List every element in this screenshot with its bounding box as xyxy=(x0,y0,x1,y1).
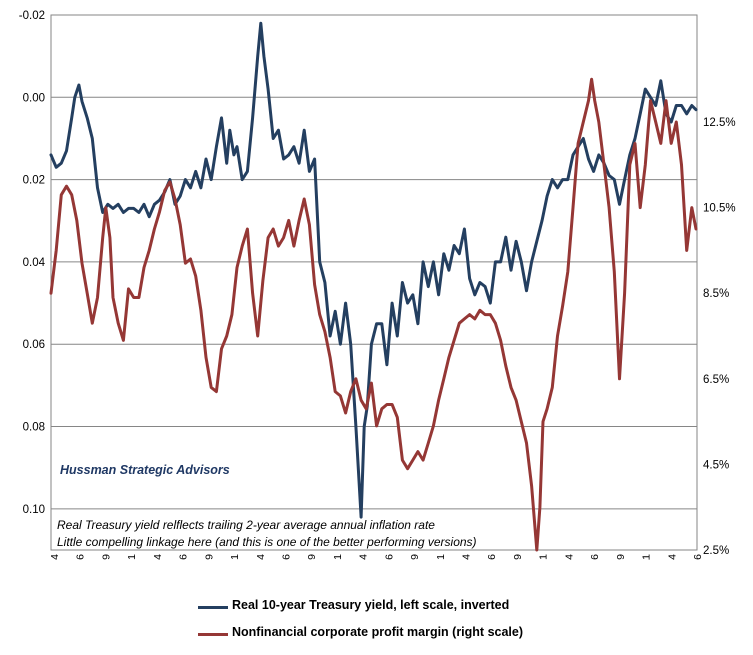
x-tick-label: 1996 xyxy=(486,554,498,560)
x-tick-label: 2009 xyxy=(615,554,627,560)
left-tick-label: -0.02 xyxy=(19,10,45,22)
series-line-profit-margin xyxy=(49,77,698,552)
x-tick-label: 1994 xyxy=(461,554,473,560)
x-tick-label: 1989 xyxy=(409,554,421,560)
left-tick-label: 0.10 xyxy=(23,504,45,516)
x-tick-label: 2014 xyxy=(666,554,678,560)
left-tick-label: 0.02 xyxy=(23,175,45,187)
right-tick-label: 2.5% xyxy=(703,545,729,557)
x-tick-label: 1991 xyxy=(435,554,447,560)
legend-item-yield: Real 10-year Treasury yield, left scale,… xyxy=(198,598,598,616)
x-tick-label: 1961 xyxy=(126,554,138,560)
right-tick-label: 8.5% xyxy=(703,288,729,300)
x-tick-label: 1954 xyxy=(49,554,61,560)
x-tick-label: 1971 xyxy=(229,554,241,560)
note-line-2: Little compelling linkage here (and this… xyxy=(57,535,477,549)
x-tick-label: 2006 xyxy=(589,554,601,560)
x-tick-label: 2004 xyxy=(563,554,575,560)
left-tick-label: 0.04 xyxy=(23,257,46,269)
x-tick-label: 1964 xyxy=(152,554,164,560)
right-tick-label: 10.5% xyxy=(703,203,736,215)
x-tick-label: 1959 xyxy=(100,554,112,560)
legend-item-margin: Nonfinancial corporate profit margin (ri… xyxy=(198,625,598,643)
note-line-1: Real Treasury yield relflects trailing 2… xyxy=(57,518,435,532)
x-axis-ticks: 1954 1956 1959 1961 1964 1966 1969 1971 1974 1976… xyxy=(49,554,704,560)
left-axis-ticks: -0.02 0.00 0.02 0.04 0.06 0.08 0.10 xyxy=(19,10,46,516)
plot-area xyxy=(50,14,698,551)
x-tick-label: 1969 xyxy=(203,554,215,560)
x-tick-label: 1979 xyxy=(306,554,318,560)
x-tick-label: 2011 xyxy=(641,554,653,560)
series-line-treasury-yield xyxy=(49,21,698,519)
legend-label-yield: Real 10-year Treasury yield, left scale,… xyxy=(232,598,510,612)
x-tick-label: 2001 xyxy=(538,554,550,560)
x-tick-label: 2016 xyxy=(692,554,704,560)
brand-label: Hussman Strategic Advisors xyxy=(60,463,230,477)
right-tick-label: 12.5% xyxy=(703,117,736,129)
x-tick-label: 1956 xyxy=(75,554,87,560)
x-tick-label: 1966 xyxy=(178,554,190,560)
legend-swatch-margin xyxy=(198,633,228,636)
x-tick-label: 1986 xyxy=(383,554,395,560)
left-tick-label: 0.08 xyxy=(23,422,45,434)
x-tick-label: 1999 xyxy=(512,554,524,560)
x-tick-label: 1984 xyxy=(358,554,370,560)
right-tick-label: 4.5% xyxy=(703,459,729,471)
left-tick-label: 0.06 xyxy=(23,339,45,351)
left-tick-label: 0.00 xyxy=(23,92,45,104)
x-tick-label: 1976 xyxy=(280,554,292,560)
right-tick-label: 6.5% xyxy=(703,374,729,386)
legend-swatch-yield xyxy=(198,606,228,609)
x-tick-label: 1974 xyxy=(255,554,267,560)
series-layer xyxy=(49,21,698,552)
right-axis-ticks: 12.5% 10.5% 8.5% 6.5% 4.5% 2.5% xyxy=(703,117,736,557)
chart: -0.02 0.00 0.02 0.04 0.06 0.08 0.10 12.5% 10.5%… xyxy=(19,10,736,560)
legend-label-margin: Nonfinancial corporate profit margin (ri… xyxy=(232,625,524,639)
x-tick-label: 1981 xyxy=(332,554,344,560)
